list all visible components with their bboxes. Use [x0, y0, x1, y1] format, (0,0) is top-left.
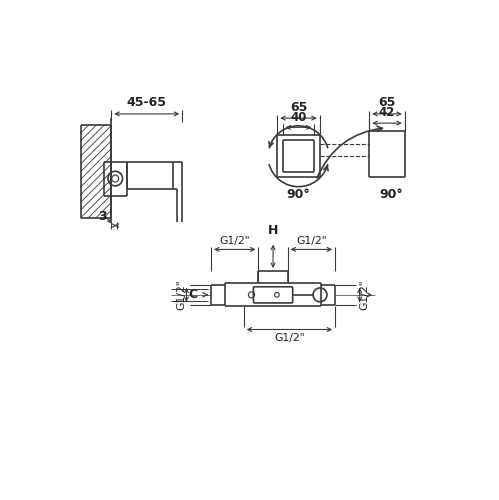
- Text: G1/2": G1/2": [274, 332, 305, 342]
- Text: G1/2": G1/2": [177, 280, 187, 310]
- Text: 45-65: 45-65: [127, 96, 167, 108]
- Text: C: C: [188, 288, 197, 302]
- Text: 90°: 90°: [286, 188, 310, 201]
- Text: H: H: [268, 224, 278, 237]
- Text: 42: 42: [379, 106, 395, 120]
- Text: G1/2": G1/2": [296, 236, 327, 246]
- FancyBboxPatch shape: [253, 287, 293, 303]
- Text: 65: 65: [290, 100, 307, 114]
- Text: 65: 65: [378, 96, 396, 110]
- Text: G1/2": G1/2": [359, 280, 369, 310]
- Text: G1/2": G1/2": [220, 236, 250, 246]
- Text: 90°: 90°: [379, 188, 403, 201]
- Text: 40: 40: [290, 110, 307, 124]
- Text: 3: 3: [98, 210, 106, 223]
